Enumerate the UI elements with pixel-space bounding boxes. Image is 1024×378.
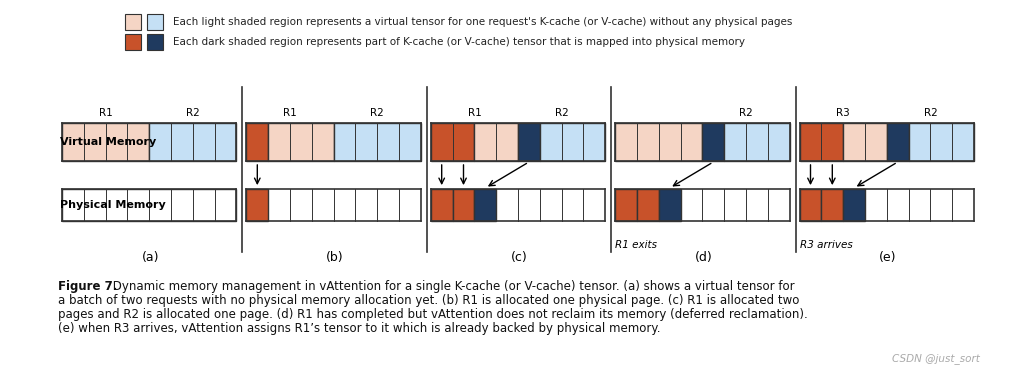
Bar bbox=[268, 123, 334, 161]
Bar bbox=[615, 123, 702, 161]
Text: Virtual Memory: Virtual Memory bbox=[60, 137, 157, 147]
Text: R2: R2 bbox=[924, 108, 937, 118]
Bar bbox=[125, 14, 141, 30]
Bar bbox=[334, 123, 421, 161]
Bar bbox=[843, 123, 887, 161]
Text: R2: R2 bbox=[186, 108, 200, 118]
Text: R1: R1 bbox=[283, 108, 297, 118]
Text: Each light shaded region represents a virtual tensor for one request's K-cache (: Each light shaded region represents a vi… bbox=[173, 17, 793, 27]
Bar bbox=[147, 34, 163, 50]
Text: a batch of two requests with no physical memory allocation yet. (b) R1 is alloca: a batch of two requests with no physical… bbox=[58, 294, 800, 307]
Text: (e): (e) bbox=[879, 251, 897, 264]
Bar bbox=[147, 14, 163, 30]
Text: R2: R2 bbox=[739, 108, 753, 118]
Text: R1 exits: R1 exits bbox=[615, 240, 657, 250]
Bar bbox=[150, 123, 237, 161]
Text: Each dark shaded region represents part of K-cache (or V-cache) tensor that is m: Each dark shaded region represents part … bbox=[173, 37, 745, 47]
Text: Dynamic memory management in vAttention for a single K-cache (or V-cache) tensor: Dynamic memory management in vAttention … bbox=[109, 280, 795, 293]
Bar bbox=[247, 123, 268, 161]
Text: (d): (d) bbox=[694, 251, 713, 264]
Bar bbox=[518, 123, 540, 161]
Bar bbox=[62, 123, 150, 161]
Bar bbox=[474, 123, 518, 161]
Text: R3 arrives: R3 arrives bbox=[800, 240, 852, 250]
Bar bbox=[887, 123, 908, 161]
Bar bbox=[658, 189, 681, 221]
Text: (c): (c) bbox=[511, 251, 527, 264]
Text: R1: R1 bbox=[468, 108, 481, 118]
Bar bbox=[62, 189, 237, 221]
Bar bbox=[702, 123, 724, 161]
Text: (b): (b) bbox=[326, 251, 343, 264]
Text: Physical Memory: Physical Memory bbox=[60, 200, 166, 210]
Bar bbox=[431, 189, 453, 221]
Text: (e) when R3 arrives, vAttention assigns R1’s tensor to it which is already backe: (e) when R3 arrives, vAttention assigns … bbox=[58, 322, 660, 335]
Bar bbox=[800, 189, 821, 221]
Bar bbox=[724, 123, 790, 161]
Text: R2: R2 bbox=[555, 108, 568, 118]
Bar bbox=[637, 189, 658, 221]
Bar bbox=[843, 189, 865, 221]
Bar bbox=[453, 189, 474, 221]
Text: CSDN @just_sort: CSDN @just_sort bbox=[892, 353, 980, 364]
Bar bbox=[247, 189, 268, 221]
Bar bbox=[615, 189, 637, 221]
Bar bbox=[908, 123, 974, 161]
Text: R2: R2 bbox=[371, 108, 384, 118]
Bar bbox=[540, 123, 605, 161]
Bar bbox=[800, 123, 843, 161]
Bar bbox=[431, 123, 474, 161]
Text: pages and R2 is allocated one page. (d) R1 has completed but vAttention does not: pages and R2 is allocated one page. (d) … bbox=[58, 308, 808, 321]
Bar bbox=[125, 34, 141, 50]
Text: Figure 7.: Figure 7. bbox=[58, 280, 118, 293]
Text: R3: R3 bbox=[837, 108, 850, 118]
Text: (a): (a) bbox=[141, 251, 159, 264]
Bar bbox=[474, 189, 497, 221]
Text: R1: R1 bbox=[98, 108, 113, 118]
Bar bbox=[821, 189, 843, 221]
